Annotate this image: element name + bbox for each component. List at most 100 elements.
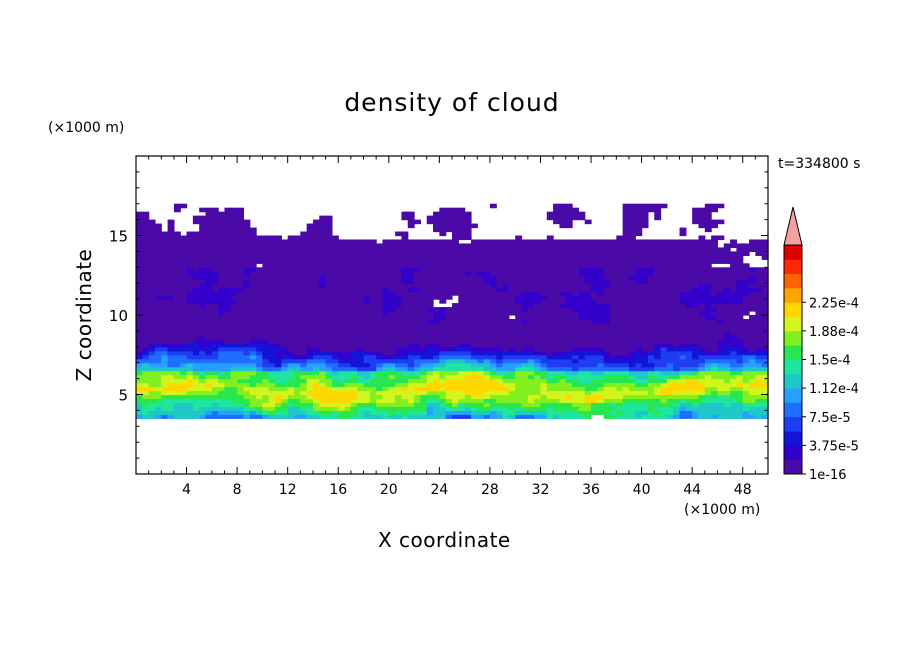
density-cell — [685, 326, 693, 332]
density-cell — [692, 318, 700, 324]
density-cell — [420, 251, 428, 256]
density-cell — [496, 350, 504, 356]
density-cell — [439, 271, 447, 276]
density-cell — [723, 251, 731, 256]
density-cell — [673, 307, 681, 312]
density-cell — [635, 283, 643, 288]
density-cell — [363, 406, 371, 411]
density-cell — [610, 318, 617, 324]
density-cell — [230, 362, 238, 368]
density-cell — [388, 279, 396, 284]
density-cell — [483, 322, 491, 328]
density-cell — [647, 247, 655, 252]
density-cell — [154, 287, 162, 292]
density-cell — [262, 279, 270, 284]
density-cell — [502, 283, 510, 288]
density-cell — [262, 283, 270, 288]
density-cell — [211, 410, 219, 415]
density-cell — [192, 326, 200, 332]
density-cell — [711, 326, 719, 332]
density-cell — [331, 287, 339, 292]
density-cell — [742, 326, 750, 332]
density-cell — [597, 358, 605, 364]
density-cell — [654, 318, 662, 324]
density-cell — [559, 203, 567, 209]
density-cell — [641, 243, 649, 249]
density-cell — [483, 338, 491, 344]
density-cell — [205, 255, 213, 260]
density-cell — [382, 398, 390, 404]
density-cell — [685, 322, 693, 328]
density-cell — [647, 275, 655, 280]
density-cell — [439, 291, 447, 296]
density-cell — [167, 374, 175, 380]
density-cell — [243, 291, 251, 296]
density-cell — [452, 239, 459, 245]
density-cell — [344, 410, 352, 415]
density-cell — [584, 390, 592, 396]
density-cell — [281, 354, 289, 360]
density-cell — [742, 287, 750, 292]
density-cell — [192, 330, 200, 336]
density-cell — [534, 390, 542, 396]
density-cell — [306, 247, 314, 252]
density-cell — [704, 215, 712, 221]
density-cell — [654, 358, 662, 364]
density-cell — [344, 283, 352, 288]
density-cell — [692, 255, 700, 260]
density-cell — [237, 311, 245, 316]
density-cell — [319, 251, 327, 256]
density-cell — [376, 394, 384, 400]
density-cell — [654, 279, 662, 284]
density-cell — [294, 366, 301, 372]
density-cell — [761, 303, 769, 308]
density-cell — [502, 394, 510, 400]
density-cell — [559, 243, 567, 249]
density-cell — [445, 287, 453, 292]
density-cell — [344, 287, 352, 292]
density-cell — [237, 350, 245, 356]
x-tick-label: 4 — [182, 482, 191, 498]
density-cell — [167, 370, 175, 376]
density-cell — [161, 275, 169, 280]
density-cell — [452, 215, 459, 221]
density-cell — [357, 315, 365, 320]
density-cell — [205, 307, 213, 312]
density-cell — [262, 299, 270, 304]
density-cell — [578, 267, 586, 272]
density-cell — [426, 338, 434, 344]
density-cell — [736, 299, 744, 304]
colorbar-bin — [784, 445, 802, 461]
density-cell — [186, 299, 194, 304]
density-cell — [357, 366, 365, 372]
density-cell — [515, 251, 523, 256]
density-cell — [452, 394, 459, 400]
density-cell — [761, 342, 769, 348]
density-cell — [407, 330, 415, 336]
density-cell — [698, 267, 706, 272]
density-cell — [407, 307, 415, 312]
density-cell — [685, 239, 693, 245]
density-cell — [180, 358, 188, 364]
density-cell — [211, 394, 219, 400]
density-cell — [603, 366, 611, 372]
density-cell — [559, 207, 567, 213]
density-cell — [527, 263, 535, 268]
density-cell — [616, 299, 624, 304]
density-cell — [186, 303, 194, 308]
density-cell — [230, 207, 238, 213]
density-cell — [294, 263, 301, 268]
density-cell — [553, 315, 561, 320]
density-cell — [572, 303, 579, 308]
density-cell — [717, 279, 725, 284]
density-cell — [148, 255, 156, 260]
density-cell — [211, 271, 219, 276]
density-cell — [597, 334, 605, 340]
density-cell — [388, 382, 396, 388]
density-cell — [433, 259, 440, 264]
density-cell — [610, 390, 617, 396]
density-cell — [591, 382, 598, 388]
density-cell — [199, 275, 207, 280]
density-cell — [679, 227, 687, 233]
density-cell — [704, 223, 712, 229]
